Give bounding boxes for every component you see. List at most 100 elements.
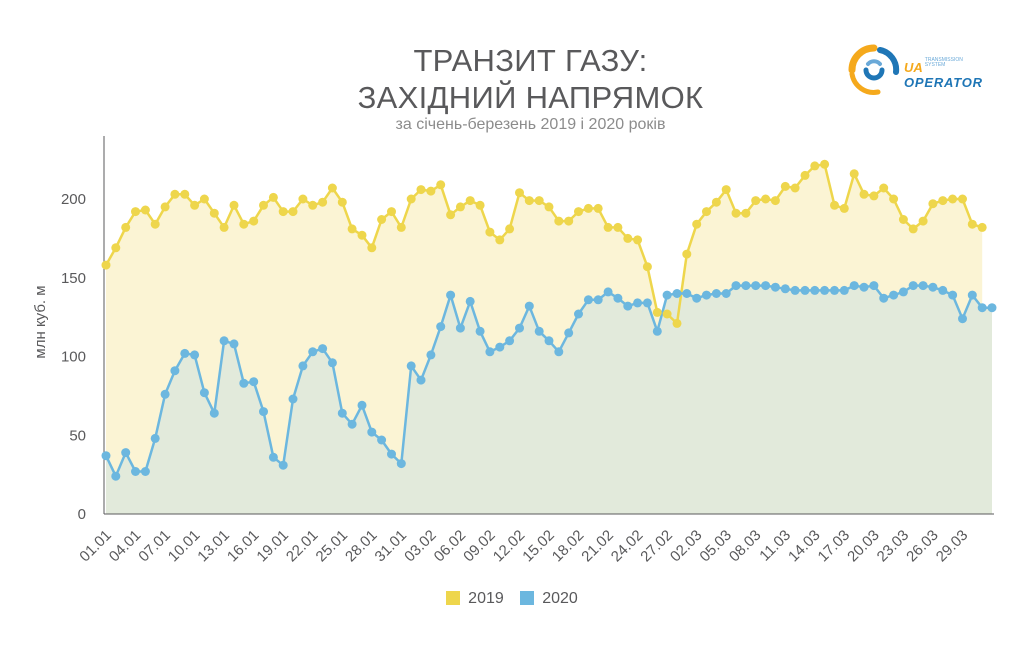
data-point-2019-15[interactable] — [249, 216, 259, 226]
data-point-2019-64[interactable] — [731, 208, 741, 218]
legend-item-2020[interactable]: 2020 — [520, 590, 578, 608]
data-point-2019-82[interactable] — [908, 224, 918, 234]
data-point-2019-16[interactable] — [259, 200, 268, 210]
data-point-2019-48[interactable] — [574, 207, 583, 217]
data-point-2019-13[interactable] — [229, 200, 239, 210]
data-point-2020-23[interactable] — [327, 358, 337, 368]
data-point-2020-47[interactable] — [564, 328, 574, 338]
data-point-2020-34[interactable] — [436, 322, 446, 332]
data-point-2020-30[interactable] — [396, 459, 406, 469]
data-point-2019-66[interactable] — [751, 196, 761, 206]
data-point-2019-47[interactable] — [564, 216, 574, 226]
data-point-2019-59[interactable] — [682, 249, 692, 259]
data-point-2020-82[interactable] — [908, 281, 918, 291]
data-point-2020-4[interactable] — [140, 467, 150, 476]
data-point-2020-31[interactable] — [406, 361, 416, 371]
data-point-2019-78[interactable] — [869, 191, 879, 201]
data-point-2019-80[interactable] — [889, 194, 899, 204]
data-point-2019-31[interactable] — [406, 194, 416, 204]
data-point-2020-11[interactable] — [209, 408, 219, 418]
data-point-2020-18[interactable] — [278, 460, 288, 470]
data-point-2019-57[interactable] — [662, 309, 672, 319]
data-point-2020-37[interactable] — [465, 296, 475, 306]
data-point-2020-51[interactable] — [603, 287, 613, 297]
data-point-2019-0[interactable] — [101, 260, 111, 270]
data-point-2019-39[interactable] — [485, 227, 495, 237]
data-point-2019-9[interactable] — [190, 200, 200, 210]
data-point-2019-35[interactable] — [446, 210, 456, 220]
data-point-2019-77[interactable] — [859, 189, 869, 199]
data-point-2020-50[interactable] — [593, 295, 603, 305]
data-point-2019-30[interactable] — [396, 222, 406, 232]
data-point-2019-44[interactable] — [534, 196, 544, 206]
data-point-2020-87[interactable] — [958, 314, 967, 324]
data-point-2020-76[interactable] — [849, 281, 859, 291]
data-point-2020-33[interactable] — [426, 350, 436, 360]
data-point-2019-67[interactable] — [761, 194, 771, 204]
data-point-2020-15[interactable] — [249, 377, 259, 387]
data-point-2019-10[interactable] — [199, 194, 209, 204]
data-point-2019-50[interactable] — [593, 203, 603, 213]
data-point-2020-42[interactable] — [515, 323, 524, 333]
data-point-2019-87[interactable] — [958, 194, 967, 204]
data-point-2019-12[interactable] — [219, 222, 229, 232]
data-point-2019-84[interactable] — [928, 199, 938, 209]
data-point-2019-40[interactable] — [495, 235, 505, 245]
data-point-2020-35[interactable] — [446, 290, 456, 300]
data-point-2020-86[interactable] — [948, 290, 958, 300]
data-point-2020-46[interactable] — [554, 347, 564, 357]
data-point-2020-84[interactable] — [928, 282, 938, 292]
data-point-2019-76[interactable] — [849, 169, 859, 179]
data-point-2020-29[interactable] — [387, 449, 396, 459]
data-point-2020-75[interactable] — [839, 285, 849, 295]
data-point-2020-66[interactable] — [751, 281, 761, 291]
data-point-2019-53[interactable] — [623, 233, 633, 243]
data-point-2020-7[interactable] — [170, 366, 180, 376]
data-point-2019-20[interactable] — [298, 194, 308, 204]
data-point-2019-38[interactable] — [475, 200, 485, 210]
data-point-2019-3[interactable] — [131, 207, 140, 217]
data-point-2020-14[interactable] — [239, 378, 249, 388]
data-point-2020-67[interactable] — [761, 281, 771, 291]
data-point-2020-0[interactable] — [101, 451, 111, 461]
data-point-2019-70[interactable] — [790, 183, 800, 193]
data-point-2019-73[interactable] — [820, 159, 830, 169]
data-point-2020-32[interactable] — [416, 375, 426, 385]
data-point-2019-63[interactable] — [721, 185, 731, 195]
data-point-2020-3[interactable] — [131, 467, 140, 476]
data-point-2019-36[interactable] — [455, 202, 465, 212]
data-point-2020-40[interactable] — [495, 342, 505, 352]
data-point-2019-69[interactable] — [780, 181, 790, 191]
data-point-2019-74[interactable] — [830, 200, 839, 210]
data-point-2019-72[interactable] — [810, 161, 820, 171]
data-point-2020-85[interactable] — [938, 285, 948, 295]
data-point-2020-58[interactable] — [672, 289, 682, 298]
data-point-2019-5[interactable] — [150, 219, 160, 229]
data-point-2019-51[interactable] — [603, 222, 613, 232]
data-point-2019-11[interactable] — [209, 208, 219, 218]
data-point-2019-71[interactable] — [800, 170, 810, 180]
data-point-2020-64[interactable] — [731, 281, 741, 291]
data-point-2020-45[interactable] — [544, 336, 554, 346]
data-point-2020-6[interactable] — [160, 389, 170, 399]
data-point-2020-53[interactable] — [623, 301, 633, 311]
data-point-2020-10[interactable] — [199, 388, 209, 398]
data-point-2019-21[interactable] — [308, 200, 318, 210]
data-point-2020-8[interactable] — [180, 348, 190, 358]
data-point-2019-45[interactable] — [544, 202, 554, 212]
data-point-2020-19[interactable] — [288, 394, 298, 404]
data-point-2020-62[interactable] — [711, 289, 721, 298]
data-point-2019-37[interactable] — [465, 196, 475, 206]
data-point-2020-1[interactable] — [111, 471, 121, 481]
data-point-2020-39[interactable] — [485, 347, 495, 357]
data-point-2019-18[interactable] — [278, 207, 288, 217]
data-point-2019-46[interactable] — [554, 216, 564, 226]
data-point-2020-61[interactable] — [702, 290, 711, 300]
data-point-2020-71[interactable] — [800, 285, 810, 295]
data-point-2020-28[interactable] — [377, 435, 387, 445]
data-point-2019-27[interactable] — [367, 243, 377, 253]
data-point-2020-36[interactable] — [455, 323, 465, 333]
data-point-2020-27[interactable] — [367, 427, 377, 437]
data-point-2020-48[interactable] — [574, 309, 583, 319]
data-point-2019-4[interactable] — [140, 205, 150, 215]
